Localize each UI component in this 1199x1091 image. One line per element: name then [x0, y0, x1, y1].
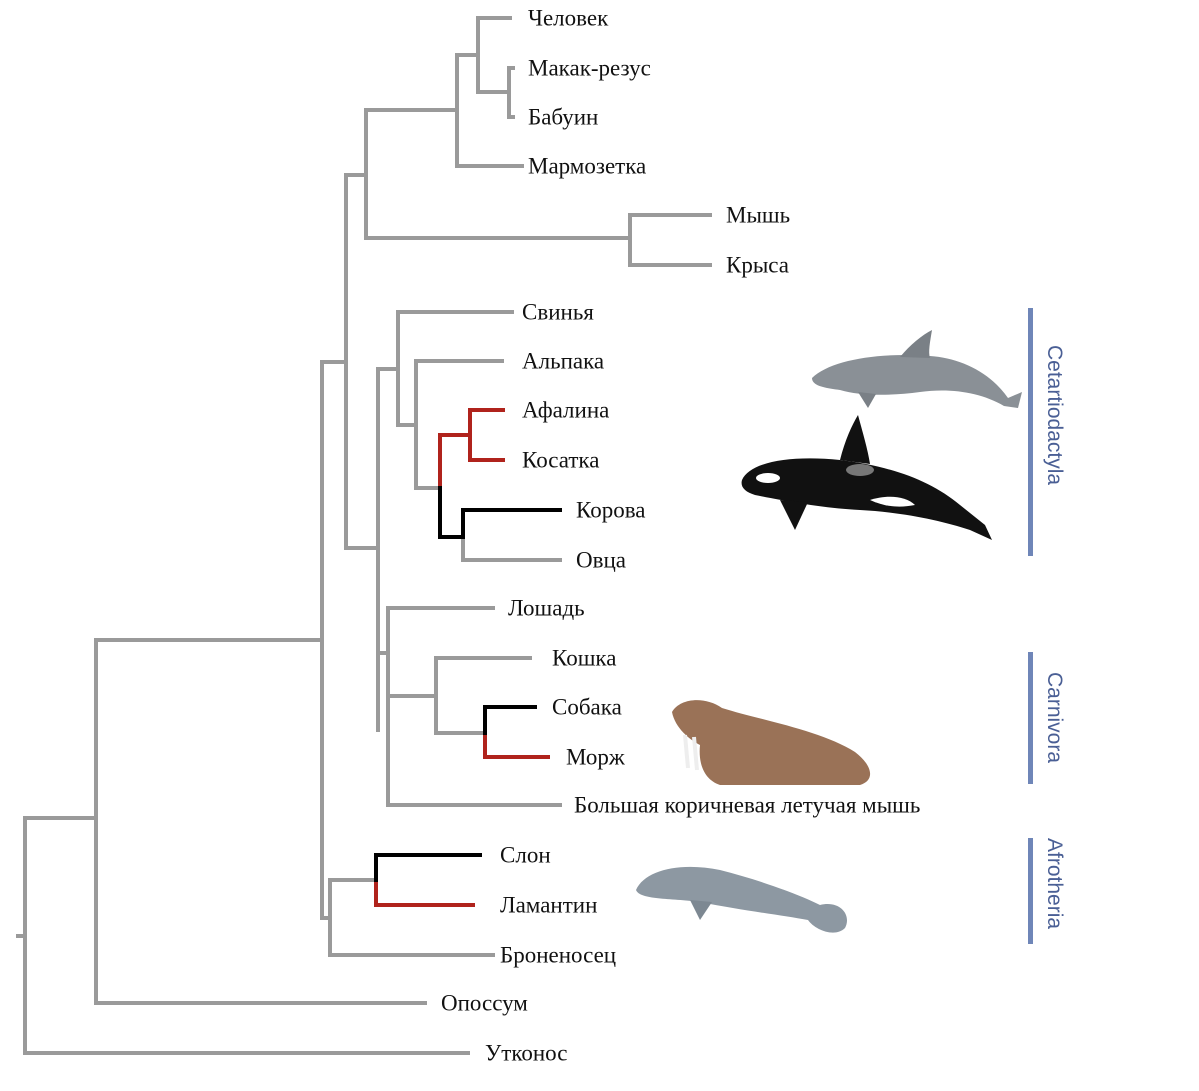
branch-platypus — [16, 816, 470, 1055]
taxon-label-horse: Лошадь — [508, 595, 585, 621]
branch-rodents — [364, 213, 712, 267]
taxon-label-pig: Свинья — [522, 299, 594, 325]
branch-alpaca — [396, 359, 504, 490]
taxon-label-dolphin: Афалина — [522, 397, 610, 423]
taxon-label-platypus: Утконос — [485, 1040, 568, 1066]
taxon-label-armadillo: Броненосец — [500, 942, 617, 968]
branch-opossum — [94, 638, 427, 1005]
clade-bar-cetartiodactyla — [1028, 308, 1033, 556]
taxon-label-elephant: Слон — [500, 842, 551, 868]
branch-walrus — [483, 731, 550, 759]
taxon-label-alpaca: Альпака — [522, 348, 605, 374]
clade-label-carnivora: Carnivora — [1043, 672, 1066, 764]
orca-illustration — [741, 415, 992, 540]
taxon-label-bat: Большая коричневая летучая мышь — [574, 792, 921, 818]
clade-bar-afrotheria — [1028, 838, 1033, 944]
walrus-illustration — [672, 700, 871, 785]
taxon-label-human: Человек — [528, 5, 609, 31]
branch-dog — [483, 705, 537, 735]
taxon-label-walrus: Морж — [566, 744, 625, 770]
manatee-illustration — [636, 866, 848, 933]
taxon-label-orca: Косатка — [522, 447, 600, 473]
branch-boreoeutheria — [320, 360, 380, 732]
taxon-label-mouse: Мышь — [726, 202, 791, 228]
taxon-label-macaque: Макак-резус — [528, 55, 651, 81]
taxon-label-cow: Корова — [576, 497, 646, 523]
clade-label-cetartiodactyla: Cetartiodactyla — [1043, 345, 1066, 486]
branch-pig — [376, 310, 514, 427]
branch-manatee — [374, 878, 475, 907]
dolphin-illustration — [812, 330, 1022, 408]
taxon-label-dog: Собака — [552, 694, 622, 720]
taxon-label-manatee: Ламантин — [500, 892, 598, 918]
clade-bar-carnivora — [1028, 652, 1033, 784]
branch-primates — [455, 53, 524, 168]
branch-human — [476, 16, 512, 94]
taxon-label-baboon: Бабуин — [528, 104, 599, 130]
taxon-label-cat: Кошка — [552, 645, 617, 671]
branch-sheep — [461, 535, 562, 562]
branch-cow — [438, 486, 562, 539]
taxon-label-rat: Крыса — [726, 252, 789, 278]
clade-label-afrotheria: Afrotheria — [1043, 838, 1066, 930]
branch-cat — [386, 656, 532, 735]
branch-elephant — [374, 853, 482, 882]
branch-macaque-baboon — [476, 66, 515, 119]
branch-euarchontoglires — [344, 108, 459, 550]
branch-horse — [376, 606, 495, 807]
taxon-label-opossum: Опоссум — [441, 990, 528, 1016]
taxon-label-marmoset: Мармозетка — [528, 153, 647, 179]
branch-cetacea — [438, 408, 505, 490]
taxon-label-sheep: Овца — [576, 547, 626, 573]
